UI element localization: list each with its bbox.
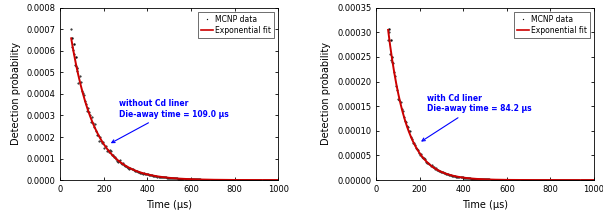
Text: without Cd liner
Die-away time = 109.0 μs: without Cd liner Die-away time = 109.0 μ…	[112, 99, 229, 143]
X-axis label: Time (μs): Time (μs)	[146, 200, 192, 210]
Legend: MCNP data, Exponential fit: MCNP data, Exponential fit	[514, 11, 590, 38]
Legend: MCNP data, Exponential fit: MCNP data, Exponential fit	[198, 11, 274, 38]
Y-axis label: Detection probability: Detection probability	[321, 42, 332, 145]
Y-axis label: Detection probability: Detection probability	[11, 42, 21, 145]
Text: with Cd liner
Die-away time = 84.2 μs: with Cd liner Die-away time = 84.2 μs	[422, 94, 532, 141]
X-axis label: Time (μs): Time (μs)	[462, 200, 508, 210]
